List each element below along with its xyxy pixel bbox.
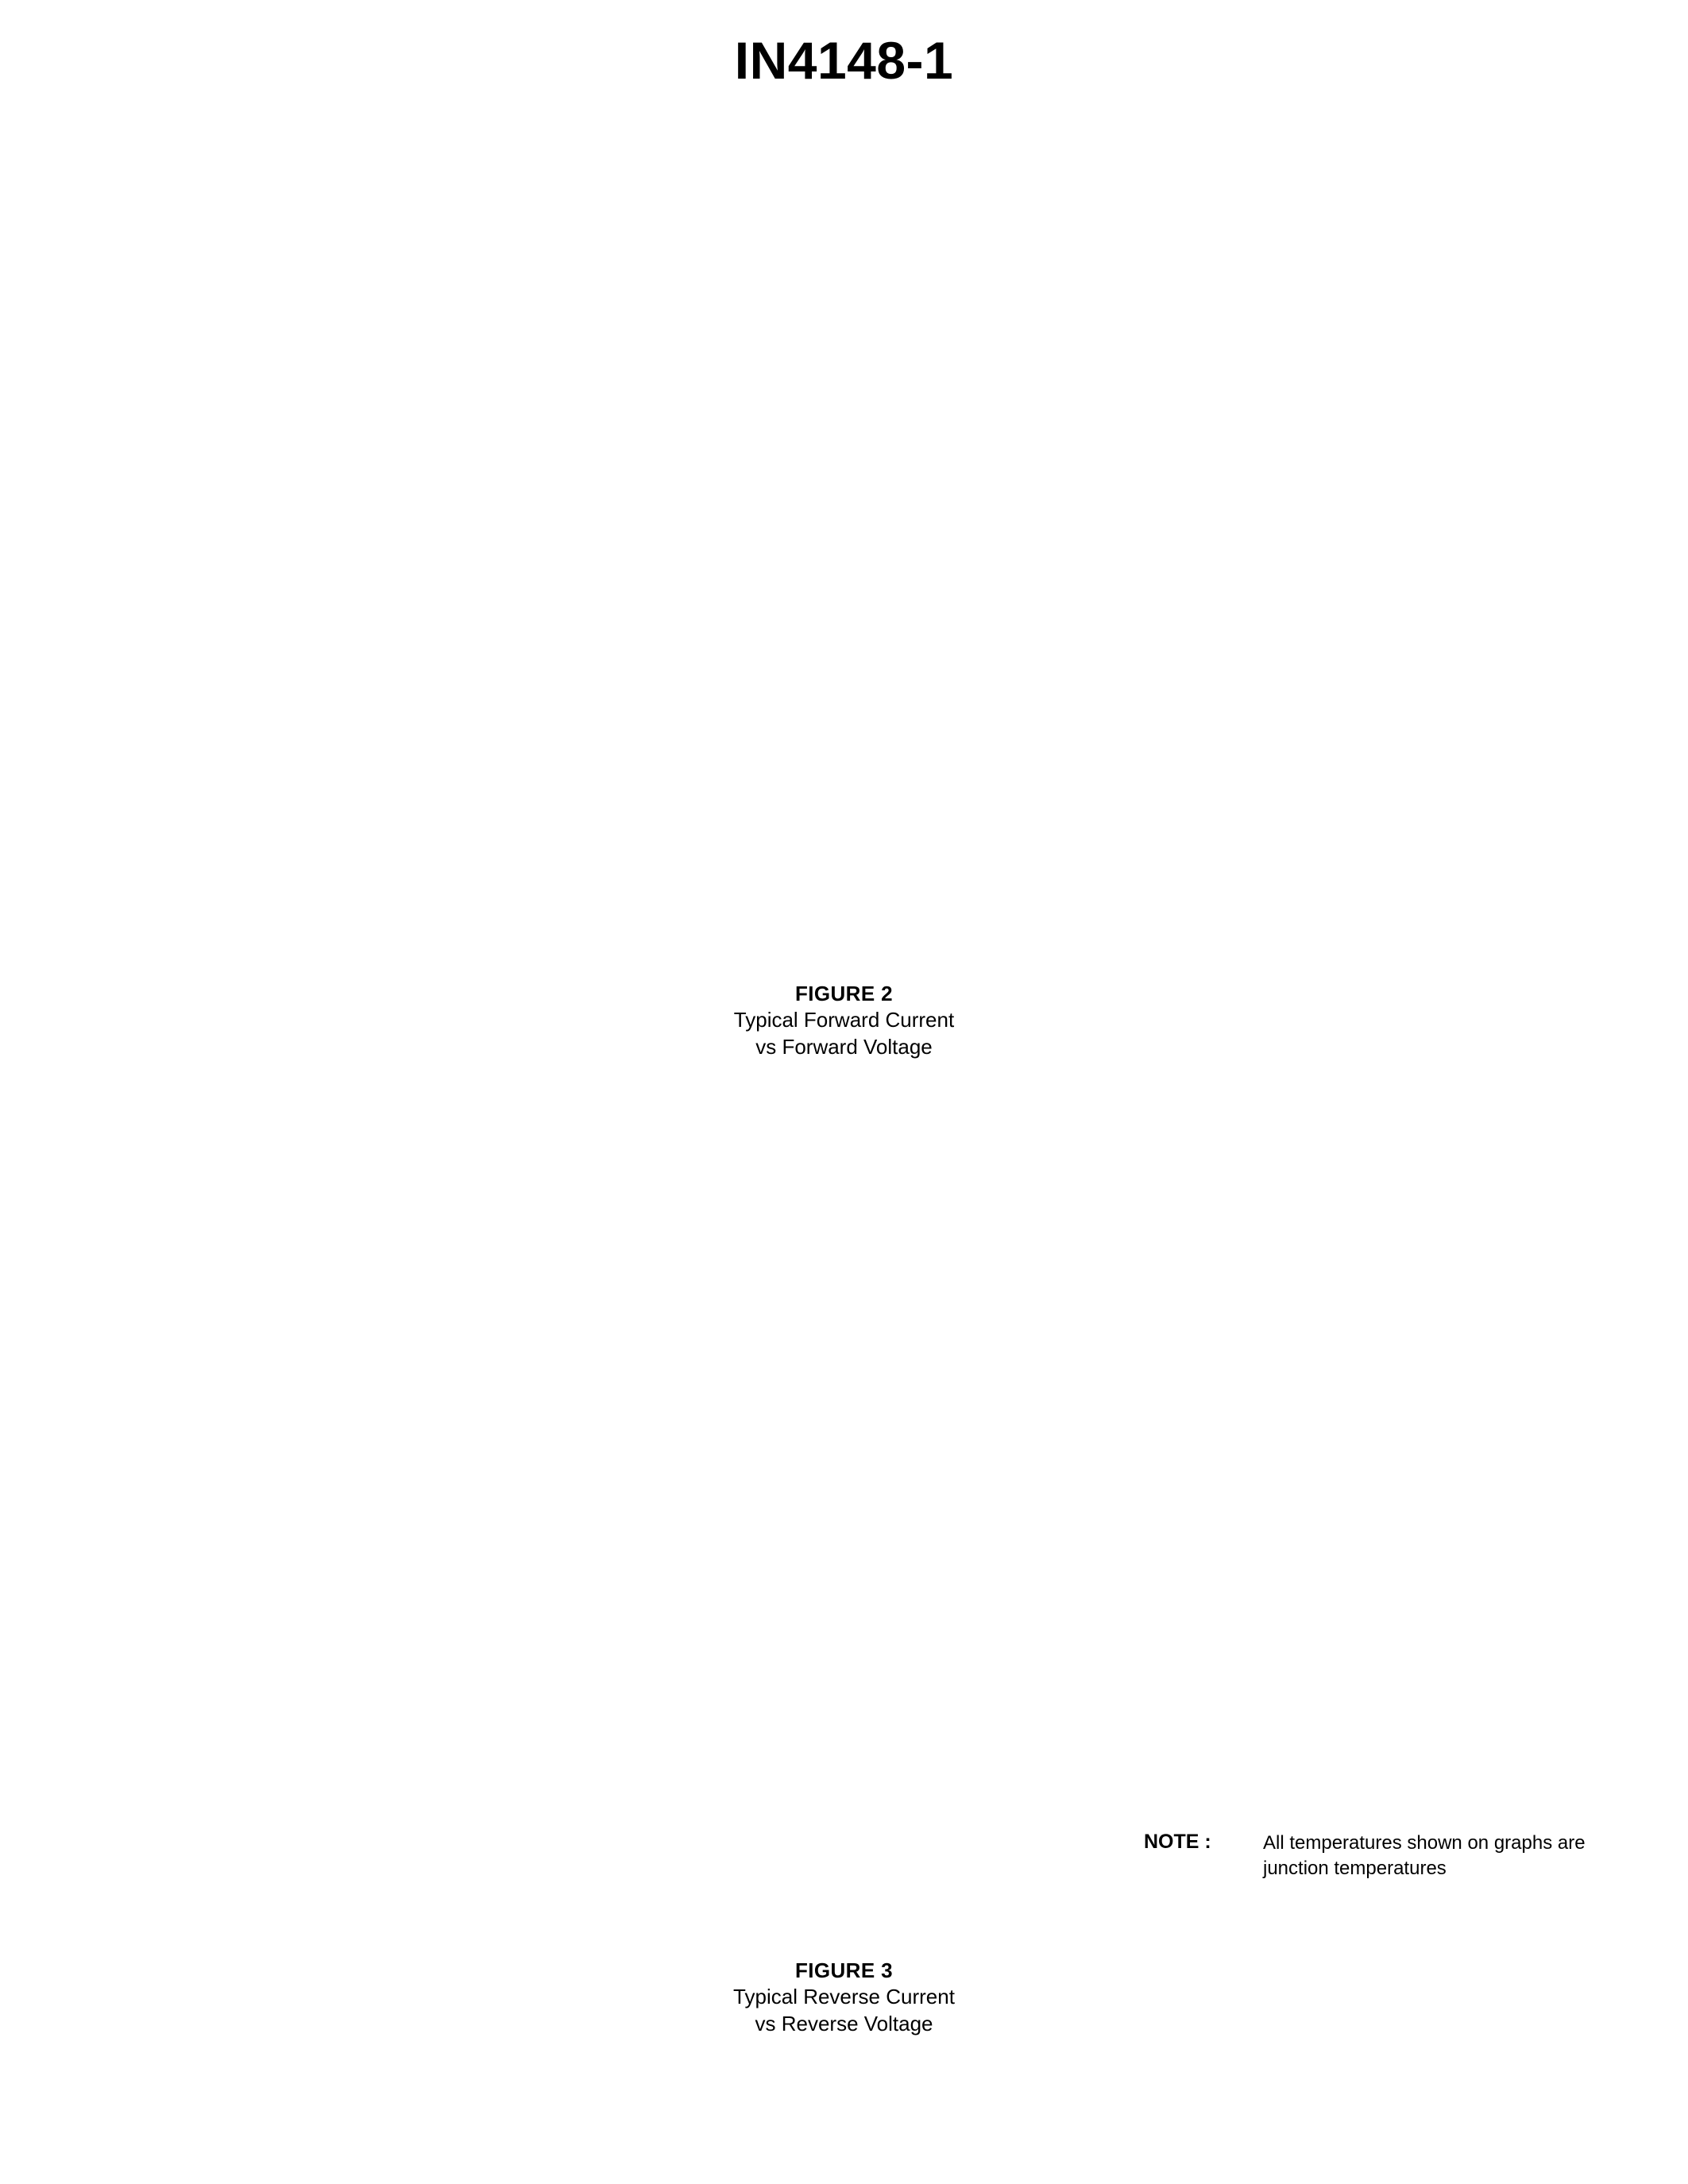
note-block: NOTE : All temperatures shown on graphs … (1144, 1831, 1668, 1881)
figure-2-caption: FIGURE 2 Typical Forward Current vs Forw… (0, 981, 1688, 1060)
figure-3-caption: FIGURE 3 Typical Reverse Current vs Reve… (0, 1958, 1688, 2037)
figure-2-caption-line2: vs Forward Voltage (755, 1034, 933, 1059)
note-label: NOTE : (1144, 1831, 1211, 1853)
figure-3-block: FIGURE 3 Typical Reverse Current vs Reve… (0, 1128, 1688, 2160)
figure-2-caption-title: FIGURE 2 (794, 982, 894, 1005)
note-text: All temperatures shown on graphs are jun… (1263, 1832, 1586, 1879)
figure-3-caption-line1: Typical Reverse Current (733, 1985, 955, 2009)
figure-3-caption-line2: vs Reverse Voltage (755, 2011, 933, 2035)
forward-current-chart (0, 143, 1688, 961)
reverse-current-chart (0, 1128, 1688, 1946)
figure-2-block: FIGURE 2 Typical Forward Current vs Forw… (0, 143, 1688, 1080)
figure-3-caption-title: FIGURE 3 (794, 1958, 894, 1982)
figure-2-caption-line1: Typical Forward Current (733, 1008, 955, 1032)
page-title: IN4148-1 (734, 31, 954, 90)
